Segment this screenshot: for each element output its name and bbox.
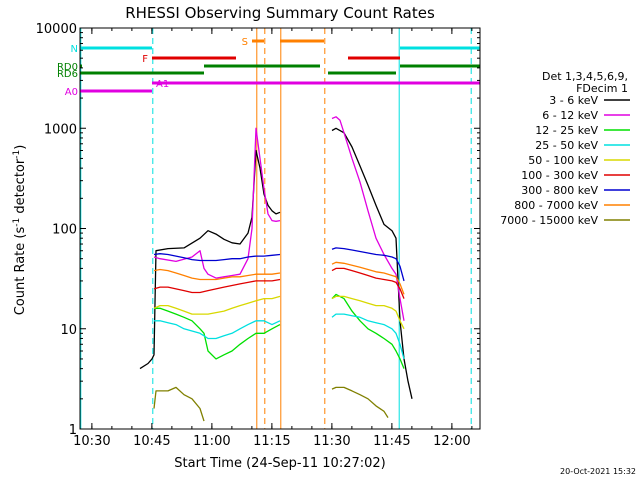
legend-label-1: 6 - 12 keV bbox=[542, 109, 598, 122]
y-axis-label-part2: detector bbox=[13, 158, 28, 218]
series-line-1-1 bbox=[331, 116, 405, 321]
x-tick-label-10:30: 10:30 bbox=[73, 434, 110, 449]
series-line-7-0 bbox=[153, 268, 281, 281]
y-tick-label-10: 10 bbox=[60, 323, 77, 338]
legend-label-4: 50 - 100 keV bbox=[528, 154, 598, 167]
y-axis-label-sup1: -1 bbox=[12, 218, 22, 227]
x-tick-label-11:15: 11:15 bbox=[253, 434, 290, 449]
x-tick-label-12:00: 12:00 bbox=[433, 434, 470, 449]
axes: 1 10 100 1000 10000 10:30 10:45 11:00 11:15 11:30… bbox=[36, 22, 480, 449]
legend-label-8: 7000 - 15000 keV bbox=[500, 214, 598, 227]
x-tick-label-10:45: 10:45 bbox=[133, 434, 170, 449]
x-tick-label-11:45: 11:45 bbox=[373, 434, 410, 449]
legend-header-fdecim: FDecim 1 bbox=[576, 82, 628, 95]
flag-label-a1: A1 bbox=[156, 79, 169, 90]
y-axis-label: Count Rate (s-1 detector-1) bbox=[12, 145, 28, 316]
series-line-3-0 bbox=[154, 320, 281, 340]
y-tick-label-100: 100 bbox=[52, 223, 77, 238]
flag-label-rd6: RD6 bbox=[57, 69, 78, 80]
series-line-8-1 bbox=[331, 386, 389, 418]
legend: Det 1,3,4,5,6,9, FDecim 1 3 - 6 keV 6 - 1… bbox=[500, 70, 630, 227]
y-axis-label-part3: ) bbox=[13, 145, 28, 150]
legend-header-detectors: Det 1,3,4,5,6,9, bbox=[542, 70, 628, 83]
y-tick-label-1: 1 bbox=[69, 423, 77, 438]
series-line-4-0 bbox=[153, 295, 281, 315]
x-tick-label-11:00: 11:00 bbox=[193, 434, 230, 449]
legend-label-0: 3 - 6 keV bbox=[549, 94, 598, 107]
x-tick-label-11:30: 11:30 bbox=[313, 434, 350, 449]
legend-label-6: 300 - 800 keV bbox=[521, 184, 598, 197]
series-line-7-1 bbox=[331, 261, 405, 295]
x-axis-label: Start Time (24-Sep-11 10:27:02) bbox=[174, 456, 385, 471]
series-line-5-0 bbox=[153, 278, 281, 294]
legend-label-5: 100 - 300 keV bbox=[521, 169, 598, 182]
y-axis-label-sup2: -1 bbox=[12, 150, 22, 159]
legend-label-3: 25 - 50 keV bbox=[535, 139, 598, 152]
legend-label-2: 12 - 25 keV bbox=[535, 124, 598, 137]
flag-label-n: N bbox=[71, 44, 78, 55]
series-line-6-0 bbox=[153, 253, 281, 262]
footer-timestamp: 20-Oct-2021 15:32 bbox=[560, 467, 636, 476]
legend-label-7: 800 - 7000 keV bbox=[514, 199, 598, 212]
series-line-8-0 bbox=[153, 386, 205, 422]
series-line-3-1 bbox=[331, 313, 405, 360]
y-axis-label-part1: Count Rate (s bbox=[13, 227, 28, 316]
series-line-2-1 bbox=[331, 293, 405, 369]
series-line-2-0 bbox=[154, 307, 281, 360]
y-tick-label-1000: 1000 bbox=[44, 122, 77, 137]
flag-label-s: S bbox=[242, 37, 248, 48]
flag-label-a0: A0 bbox=[65, 87, 78, 98]
series-line-1-0 bbox=[153, 127, 281, 279]
series-line-5-1 bbox=[331, 267, 405, 299]
chart-title: RHESSI Observing Summary Count Rates bbox=[125, 4, 435, 22]
flag-label-rd0: RD0 bbox=[57, 62, 78, 73]
flag-label-f: F bbox=[142, 54, 148, 65]
series-line-6-1 bbox=[331, 247, 405, 282]
y-tick-label-10000: 10000 bbox=[36, 22, 77, 37]
legend-entries: 3 - 6 keV 6 - 12 keV 12 - 25 keV 25 - 50 ke… bbox=[500, 94, 630, 227]
series-line-4-1 bbox=[331, 295, 405, 330]
